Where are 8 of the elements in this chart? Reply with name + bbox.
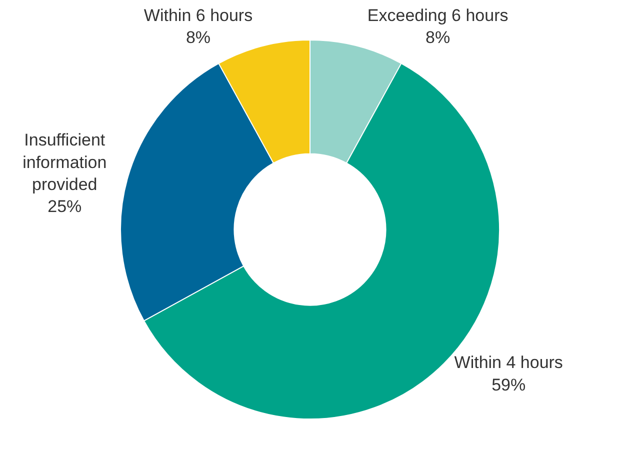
data-label: 8%: [186, 28, 211, 48]
data-label: 59%: [492, 375, 526, 394]
data-label: 8%: [426, 28, 450, 48]
slice-label: Within 4 hours: [454, 353, 563, 372]
data-label: 25%: [48, 196, 82, 216]
slice-label: Insufficient information provided: [22, 130, 107, 194]
slice-label: Exceeding 6 hours: [367, 6, 508, 26]
slice-label: Within 6 hours: [144, 6, 253, 26]
